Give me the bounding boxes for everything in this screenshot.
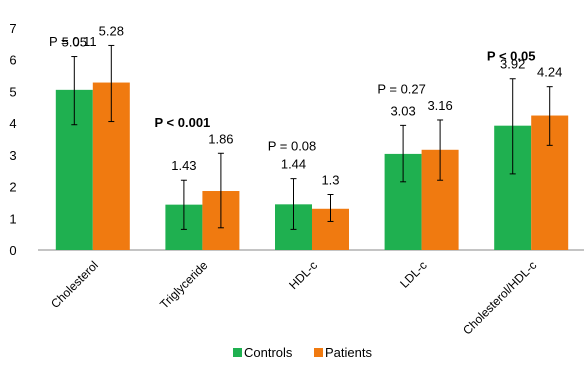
data-label: 3.16	[427, 98, 452, 113]
p-value-labels-group: P = 0.11 P < 0.001 P = 0.08 P = 0.27 P < 0.0…	[49, 34, 535, 154]
y-tick-label: 2	[9, 180, 16, 195]
p-value-label: P < 0.05	[487, 48, 536, 63]
y-tick-label: 6	[9, 53, 16, 68]
y-axis-ticks: 0 1 2 3 4 5 6 7	[9, 21, 16, 258]
p-value-label: P = 0.11	[49, 34, 97, 49]
data-label: 1.3	[321, 173, 339, 188]
legend-label: Controls	[244, 345, 293, 360]
y-tick-label: 1	[9, 211, 16, 226]
legend-swatch-patients	[314, 348, 323, 357]
legend-swatch-controls	[233, 348, 242, 357]
data-label: 4.24	[537, 65, 562, 80]
legend: Controls Patients	[233, 345, 372, 360]
y-tick-label: 7	[9, 21, 16, 36]
y-tick-label: 5	[9, 84, 16, 99]
data-label: 5.28	[99, 23, 124, 38]
category-label: Cholesterol/HDL-c	[460, 258, 539, 337]
y-tick-label: 3	[9, 148, 16, 163]
y-tick-label: 0	[9, 243, 16, 258]
data-label: 1.43	[171, 158, 196, 173]
category-labels-group: Cholesterol Triglyceride HDL-c LDL-c Cholest…	[48, 258, 539, 337]
p-value-label: P = 0.27	[377, 82, 426, 97]
data-label: 1.44	[281, 157, 306, 172]
category-label: Cholesterol	[48, 258, 101, 311]
p-value-label: P = 0.08	[268, 139, 317, 154]
legend-label: Patients	[325, 345, 372, 360]
bars-group	[55, 82, 569, 250]
category-label: HDL-c	[286, 258, 320, 292]
category-label: Triglyceride	[157, 258, 211, 312]
data-label: 3.03	[390, 103, 415, 118]
data-label: 1.86	[208, 131, 233, 146]
error-bars-group	[71, 44, 553, 230]
category-label: LDL-c	[397, 258, 430, 291]
y-tick-label: 4	[9, 116, 16, 131]
data-label: 5.05	[62, 35, 87, 50]
data-label: 3.92	[500, 57, 525, 72]
p-value-label: P < 0.001	[155, 115, 211, 130]
data-labels-group: 5.05 5.28 1.43 1.86 1.44 1.3 3.03 3.16 3.92 4.24	[62, 23, 563, 187]
